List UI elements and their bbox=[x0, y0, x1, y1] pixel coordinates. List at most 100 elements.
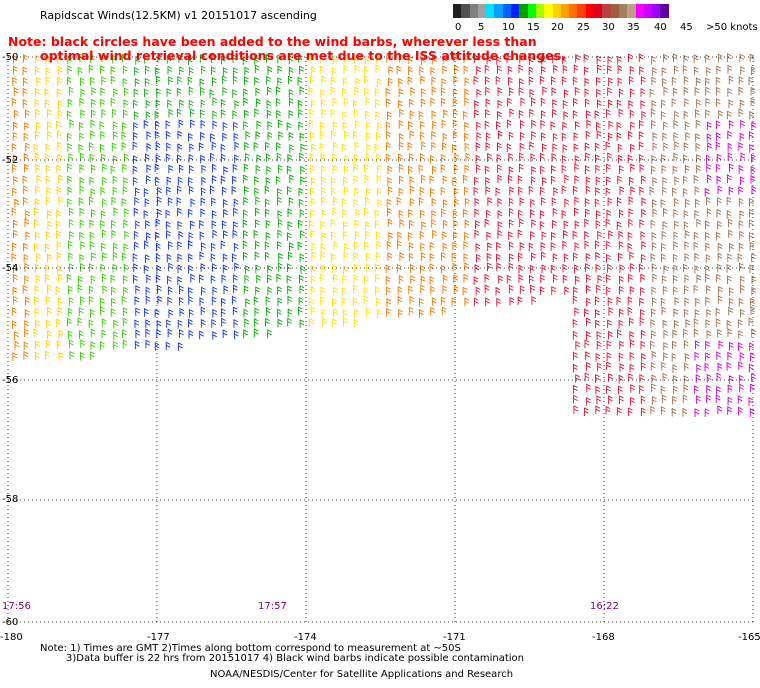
wind-barb bbox=[694, 351, 700, 361]
wind-barb bbox=[78, 307, 84, 316]
wind-barb bbox=[24, 275, 29, 285]
wind-barb bbox=[287, 263, 292, 273]
wind-barb bbox=[287, 295, 293, 305]
wind-barb bbox=[243, 163, 249, 173]
wind-barb bbox=[551, 152, 557, 162]
wind-barb bbox=[508, 152, 513, 162]
wind-barb bbox=[374, 263, 380, 273]
wind-barb bbox=[398, 119, 404, 129]
wind-barb bbox=[716, 351, 721, 361]
wind-barb bbox=[496, 253, 501, 263]
colorbar-swatch bbox=[643, 4, 653, 18]
wind-barb bbox=[727, 351, 733, 361]
wind-barb bbox=[485, 176, 490, 186]
wind-barb bbox=[199, 78, 205, 87]
wind-barb bbox=[618, 241, 624, 250]
wind-barb bbox=[277, 196, 282, 206]
wind-barb bbox=[11, 207, 17, 217]
wind-barb bbox=[13, 219, 18, 229]
colorbar-label: 40 bbox=[654, 22, 667, 33]
wind-barb bbox=[122, 163, 127, 173]
wind-barb bbox=[662, 207, 668, 217]
wind-barb bbox=[674, 220, 679, 230]
wind-barb bbox=[23, 350, 29, 360]
wind-barb bbox=[90, 130, 95, 140]
wind-barb bbox=[55, 286, 61, 295]
wind-barb bbox=[67, 65, 73, 75]
wind-barb bbox=[528, 242, 534, 252]
wind-barb bbox=[319, 130, 325, 140]
wind-barb bbox=[409, 295, 415, 305]
wind-barb bbox=[243, 209, 248, 219]
wind-barb bbox=[34, 231, 40, 241]
wind-barb bbox=[342, 111, 348, 120]
wind-barb bbox=[353, 319, 359, 328]
wind-barb bbox=[651, 383, 656, 393]
wind-barb bbox=[165, 209, 171, 219]
wind-barb bbox=[264, 141, 270, 151]
wind-barb bbox=[34, 152, 40, 162]
wind-barb bbox=[67, 132, 72, 142]
wind-barb bbox=[297, 76, 303, 86]
wind-barb bbox=[11, 97, 17, 107]
wind-barb bbox=[682, 187, 688, 197]
colorbar-swatch bbox=[560, 4, 570, 18]
wind-barb bbox=[156, 88, 161, 97]
wind-barb bbox=[332, 318, 337, 328]
wind-barb bbox=[187, 76, 193, 86]
wind-barb bbox=[331, 130, 336, 140]
wind-barb bbox=[608, 230, 613, 239]
wind-barb bbox=[68, 296, 74, 306]
wind-barb bbox=[145, 153, 150, 163]
wind-barb bbox=[630, 186, 636, 195]
wind-barb bbox=[386, 240, 392, 250]
wind-barb bbox=[387, 165, 393, 175]
wind-barb bbox=[385, 121, 391, 131]
wind-barb bbox=[354, 187, 359, 197]
wind-barb bbox=[123, 109, 128, 119]
wind-barb bbox=[671, 98, 677, 108]
wind-barb bbox=[134, 319, 140, 329]
wind-barb bbox=[56, 120, 61, 130]
wind-barb bbox=[716, 385, 721, 395]
wind-barb bbox=[135, 220, 140, 230]
wind-barb bbox=[155, 242, 161, 252]
wind-barb bbox=[300, 176, 305, 185]
wind-barb bbox=[607, 99, 613, 109]
wind-barb bbox=[552, 274, 558, 283]
wind-barb bbox=[298, 187, 304, 197]
wind-barb bbox=[113, 88, 118, 98]
wind-barb bbox=[616, 197, 622, 207]
wind-barb bbox=[342, 317, 348, 327]
wind-barb bbox=[562, 274, 568, 284]
wind-barb bbox=[177, 241, 182, 250]
wind-barb bbox=[429, 188, 435, 197]
wind-barb bbox=[154, 231, 160, 241]
wind-barb bbox=[308, 220, 314, 229]
wind-barb bbox=[683, 86, 689, 96]
wind-barb bbox=[693, 66, 699, 76]
wind-barb bbox=[11, 163, 17, 173]
wind-barb bbox=[717, 196, 722, 206]
wind-barb bbox=[705, 77, 710, 87]
wind-barb bbox=[705, 54, 710, 63]
wind-barb bbox=[474, 208, 480, 218]
wind-barb bbox=[442, 133, 448, 142]
wind-barb bbox=[673, 65, 679, 75]
wind-barb bbox=[134, 296, 140, 305]
wind-barb bbox=[529, 264, 535, 274]
wind-barb bbox=[574, 155, 580, 164]
wind-barb bbox=[299, 274, 304, 284]
wind-barb bbox=[443, 109, 448, 119]
wind-barb bbox=[618, 252, 623, 262]
wind-barb bbox=[188, 264, 193, 274]
wind-barb bbox=[606, 352, 612, 361]
wind-barb bbox=[146, 131, 152, 140]
wind-barb bbox=[321, 196, 326, 206]
wind-barb bbox=[695, 119, 701, 129]
wind-barb bbox=[728, 375, 734, 384]
wind-barb bbox=[364, 87, 369, 97]
wind-barb bbox=[134, 196, 140, 206]
wind-barb bbox=[718, 340, 724, 350]
wind-barb bbox=[464, 219, 470, 229]
